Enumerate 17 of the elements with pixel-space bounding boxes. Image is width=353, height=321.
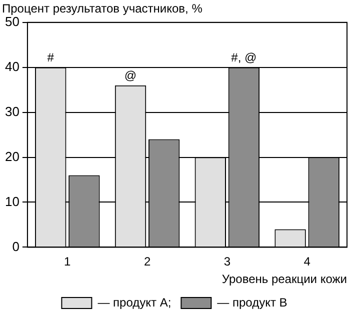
- y-tick-label: 20: [4, 148, 20, 164]
- x-tick-label: 1: [64, 254, 72, 269]
- annotation: #, @: [231, 50, 257, 65]
- x-axis-title: Уровень реакции кожи: [222, 272, 347, 286]
- annotation: #: [47, 50, 54, 65]
- y-axis-title: Процент результатов участников, %: [2, 2, 203, 16]
- legend-label: — продукт A;: [98, 295, 172, 310]
- x-tick-label: 4: [304, 254, 311, 269]
- y-tick-label: 40: [4, 58, 20, 74]
- y-tick-label: 10: [4, 194, 20, 209]
- y-tick-label: 30: [4, 104, 20, 119]
- y-tick-label: 50: [4, 14, 20, 29]
- y-tick-label: 0: [12, 238, 20, 254]
- x-tick-label: 3: [224, 254, 231, 269]
- legend-label: — продукт B: [217, 295, 288, 310]
- x-tick-label: 2: [144, 254, 151, 269]
- annotation: @: [124, 68, 137, 83]
